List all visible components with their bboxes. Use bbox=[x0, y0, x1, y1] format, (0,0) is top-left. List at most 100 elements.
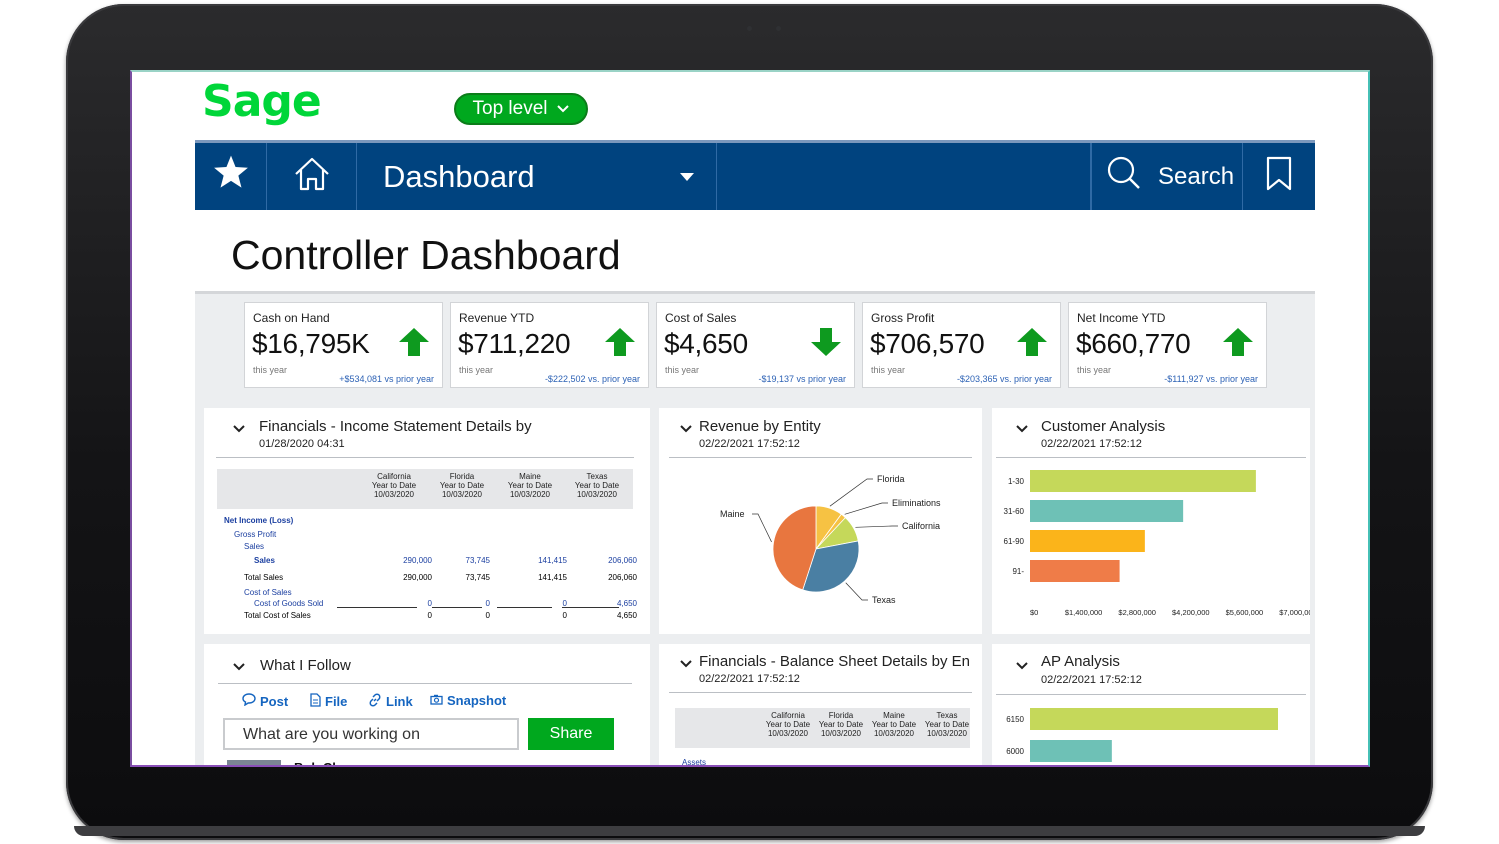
total-rule bbox=[337, 607, 417, 608]
bar-6000 bbox=[1030, 740, 1112, 762]
sensor-dot bbox=[776, 26, 781, 31]
kpi-card-net-income-ytd[interactable]: Net Income YTD $660,770 this year -$111,… bbox=[1068, 302, 1267, 388]
post-button[interactable]: Post bbox=[242, 693, 288, 709]
y-tick-label: 6000 bbox=[1006, 747, 1024, 756]
statement-cell-value: 0 bbox=[427, 611, 432, 620]
column-header-period: Year to Date bbox=[574, 481, 620, 490]
column-header-date: 10/03/2020 bbox=[820, 729, 862, 738]
kpi-card-cash-on-hand[interactable]: Cash on Hand $16,795K this year +$534,08… bbox=[244, 302, 443, 388]
ap-analysis-bar-chart: 6150 6000 bbox=[1006, 708, 1278, 762]
share-button[interactable]: Share bbox=[528, 718, 614, 750]
dashboard-selector[interactable]: Dashboard bbox=[357, 143, 717, 210]
bar-91- bbox=[1030, 560, 1120, 582]
column-header-period: Year to Date bbox=[818, 720, 864, 729]
sage-logo: Sage bbox=[202, 76, 322, 127]
column-header-entity: Maine bbox=[519, 472, 541, 481]
revenue-by-entity-title[interactable]: Revenue by Entity bbox=[699, 418, 821, 435]
pie-slice-texas bbox=[802, 540, 860, 593]
feed-author-name: Bob Cl bbox=[294, 759, 336, 765]
x-tick-label: $4,200,000 bbox=[1172, 608, 1210, 617]
statement-cell-value: 73,745 bbox=[465, 556, 490, 565]
home-button[interactable] bbox=[267, 143, 357, 210]
statement-cell-value: 0 bbox=[427, 599, 432, 608]
revenue-by-entity-date: 02/22/2021 17:52:12 bbox=[699, 438, 800, 450]
income-statement-title[interactable]: Financials - Income Statement Details by bbox=[259, 418, 532, 435]
column-header-period: Year to Date bbox=[924, 720, 970, 729]
bar-31-60 bbox=[1030, 500, 1184, 522]
bar-1-30 bbox=[1030, 470, 1256, 492]
collapse-chevron-icon[interactable] bbox=[232, 422, 246, 437]
link-icon bbox=[368, 693, 382, 710]
favorites-button[interactable] bbox=[195, 143, 267, 210]
kpi-card-cost-of-sales[interactable]: Cost of Sales $4,650 this year -$19,137 … bbox=[656, 302, 855, 388]
scope-selector[interactable]: Top level bbox=[454, 93, 588, 125]
column-header-period: Year to Date bbox=[371, 481, 417, 490]
kpi-label: Cost of Sales bbox=[665, 311, 737, 325]
collapse-chevron-icon[interactable] bbox=[1015, 659, 1029, 674]
column-header-date: 10/03/2020 bbox=[441, 490, 483, 499]
collapse-chevron-icon[interactable] bbox=[232, 660, 246, 675]
what-i-follow-title[interactable]: What I Follow bbox=[260, 657, 351, 674]
customer-analysis-bar-chart: 1-30 31-60 61-90 91- $0 $1,400,000 $2,800,000 $… bbox=[1004, 470, 1310, 617]
statement-cell-value: 290,000 bbox=[403, 573, 432, 582]
bookmark-button[interactable] bbox=[1243, 143, 1315, 210]
pie-label: Eliminations bbox=[892, 498, 941, 508]
star-icon bbox=[212, 154, 250, 199]
status-input[interactable]: What are you working on bbox=[223, 718, 519, 750]
search-label: Search bbox=[1158, 162, 1235, 190]
statement-row-label: Total Sales bbox=[244, 573, 284, 582]
column-header-entity: Florida bbox=[828, 711, 854, 720]
collapse-chevron-icon[interactable] bbox=[679, 422, 693, 437]
customer-analysis-title[interactable]: Customer Analysis bbox=[1041, 418, 1166, 435]
search-button[interactable]: Search bbox=[1091, 143, 1243, 210]
column-header-entity: California bbox=[771, 711, 805, 720]
arrow-down-icon bbox=[810, 327, 842, 362]
column-header-date: 10/03/2020 bbox=[509, 490, 551, 499]
column-header-entity: Florida bbox=[449, 472, 475, 481]
y-tick-label: 6150 bbox=[1006, 715, 1024, 724]
balance-sheet-row-assets: Assets bbox=[682, 758, 707, 767]
pie-leader-line bbox=[844, 502, 888, 515]
avatar bbox=[227, 760, 281, 765]
y-tick-label: 61-90 bbox=[1004, 537, 1025, 546]
y-tick-label: 1-30 bbox=[1008, 477, 1025, 486]
file-button[interactable]: File bbox=[310, 693, 347, 710]
x-tick-label: $7,000,000 bbox=[1279, 608, 1310, 617]
statement-cell-value: 206,060 bbox=[608, 573, 637, 582]
kpi-period: this year bbox=[665, 365, 700, 375]
camera-dot bbox=[747, 26, 752, 31]
bar-6150 bbox=[1030, 708, 1278, 730]
collapse-chevron-icon[interactable] bbox=[679, 657, 693, 672]
column-header-entity: California bbox=[377, 472, 411, 481]
arrow-up-icon bbox=[398, 327, 430, 362]
ap-analysis-title[interactable]: AP Analysis bbox=[1041, 653, 1120, 670]
pie-label: California bbox=[902, 521, 940, 531]
column-header-period: Year to Date bbox=[439, 481, 485, 490]
dashboard-label: Dashboard bbox=[383, 158, 535, 194]
snapshot-button[interactable]: Snapshot bbox=[430, 693, 506, 708]
income-statement-date: 01/28/2020 04:31 bbox=[259, 438, 345, 450]
kpi-card-gross-profit[interactable]: Gross Profit $706,570 this year -$203,36… bbox=[862, 302, 1061, 388]
column-header-entity: Maine bbox=[883, 711, 905, 720]
search-icon bbox=[1106, 155, 1142, 198]
chevron-down-icon bbox=[680, 168, 694, 186]
camera-icon bbox=[430, 693, 443, 708]
pie-label: Texas bbox=[872, 595, 896, 605]
kpi-value: $4,650 bbox=[664, 328, 748, 359]
column-header-date: 10/03/2020 bbox=[576, 490, 618, 499]
bookmark-icon bbox=[1265, 156, 1293, 197]
balance-sheet-title[interactable]: Financials - Balance Sheet Details by En bbox=[699, 653, 970, 670]
kpi-card-revenue-ytd[interactable]: Revenue YTD $711,220 this year -$222,502… bbox=[450, 302, 649, 388]
link-button[interactable]: Link bbox=[368, 693, 413, 710]
x-tick-label: $5,600,000 bbox=[1226, 608, 1264, 617]
column-header-entity: Texas bbox=[586, 472, 608, 481]
chevron-down-icon bbox=[556, 102, 570, 117]
bar-61-90 bbox=[1030, 530, 1145, 552]
snapshot-label: Snapshot bbox=[447, 693, 507, 708]
total-rule bbox=[497, 607, 552, 608]
collapse-chevron-icon[interactable] bbox=[1015, 422, 1029, 437]
statement-cell-value: 141,415 bbox=[538, 573, 567, 582]
customer-analysis-date: 02/22/2021 17:52:12 bbox=[1041, 438, 1142, 450]
nav-spacer bbox=[717, 143, 1091, 210]
pie-leader-line bbox=[845, 582, 868, 601]
